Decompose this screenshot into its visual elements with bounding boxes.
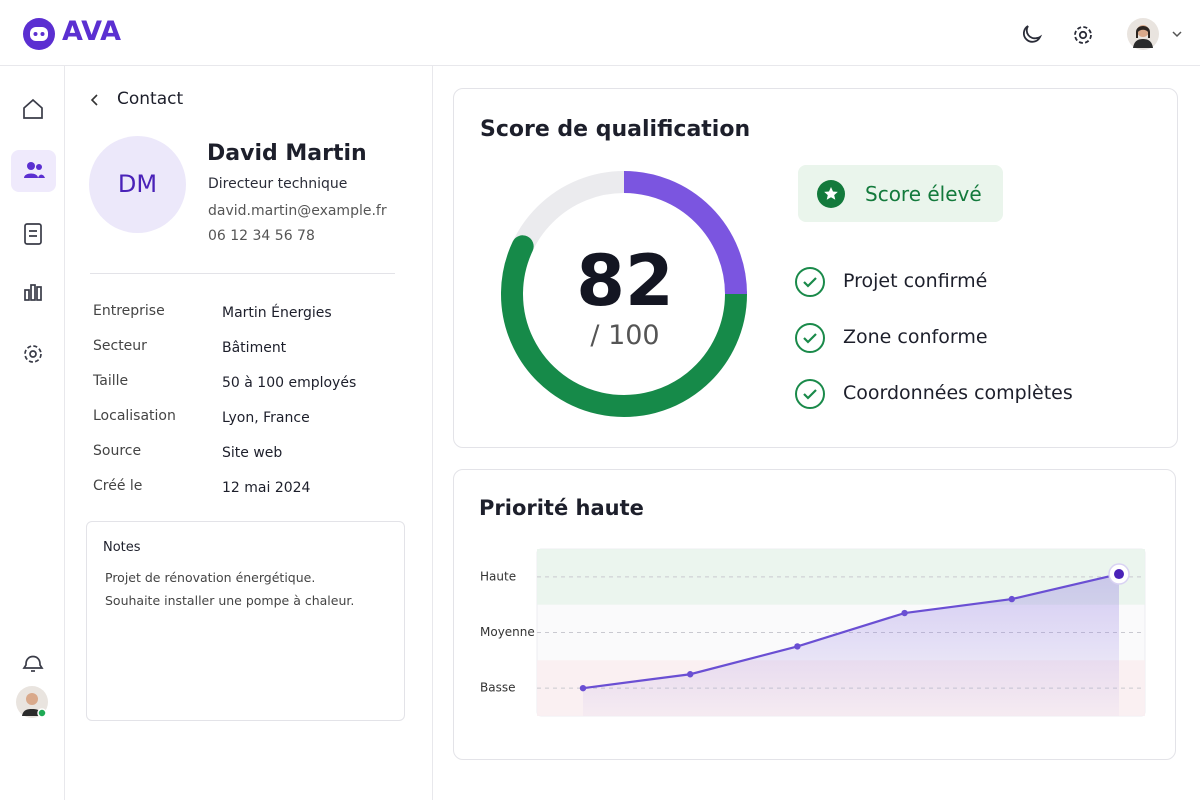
- check-mark: [803, 389, 817, 400]
- check-mark: [803, 333, 817, 344]
- nav-stats[interactable]: [24, 284, 42, 301]
- check-label: Zone conforme: [843, 326, 988, 348]
- field-label: Localisation: [93, 408, 176, 424]
- nav-settings[interactable]: [24, 345, 42, 363]
- brand: AVA: [62, 16, 122, 47]
- sidebar-icons: [11, 98, 56, 718]
- back-label: Contact: [117, 89, 184, 109]
- check-ring: [795, 267, 825, 297]
- check-mark: [803, 277, 817, 288]
- y-tick-label: Moyenne: [480, 625, 535, 639]
- nav-home[interactable]: [23, 98, 43, 119]
- y-tick-label: Haute: [480, 569, 516, 583]
- contact-role: Directeur technique: [208, 176, 348, 192]
- chart: Basse Moyenne Haute: [480, 548, 1146, 717]
- field-label: Entreprise: [93, 303, 165, 319]
- initials: DM: [117, 170, 158, 198]
- point: [901, 609, 908, 617]
- sidebar: [0, 66, 65, 800]
- avatar-circle: [89, 136, 186, 233]
- notes-line: Projet de rénovation énergétique.: [105, 570, 316, 585]
- area: [583, 574, 1119, 716]
- contact-phone: 06 12 34 56 78: [208, 228, 315, 244]
- contact-email: david.martin@example.fr: [208, 203, 387, 219]
- field-value: Bâtiment: [222, 340, 287, 356]
- field-value: Martin Énergies: [222, 305, 332, 321]
- score-value: 82: [576, 240, 674, 322]
- badge-label: Score élevé: [865, 182, 982, 206]
- score-max: / 100: [590, 320, 660, 351]
- check-ring: [795, 323, 825, 353]
- notes-box: [86, 521, 405, 721]
- notes-line: Souhaite installer une pompe à chaleur.: [105, 593, 355, 608]
- back-button[interactable]: [88, 91, 102, 109]
- field-value: 12 mai 2024: [222, 480, 311, 496]
- field-label: Secteur: [93, 338, 147, 354]
- badge-icon: [817, 180, 845, 208]
- check-icon: [795, 379, 825, 409]
- point: [794, 643, 801, 650]
- logo-icon: [23, 18, 55, 50]
- check-ring: [795, 379, 825, 409]
- panel-divider: [432, 66, 433, 800]
- check-icon: [795, 267, 825, 297]
- score-card: [453, 88, 1178, 448]
- check-label: Coordonnées complètes: [843, 382, 1073, 404]
- settings-button[interactable]: [1071, 23, 1095, 47]
- field-label: Taille: [93, 373, 129, 389]
- contact-name: David Martin: [207, 141, 367, 166]
- nav-notifications[interactable]: [22, 655, 44, 672]
- notes-title: Notes: [103, 540, 141, 555]
- gauge: [501, 171, 747, 417]
- point: [1008, 595, 1015, 603]
- field-label: Créé le: [93, 478, 143, 494]
- field-label: Source: [93, 443, 142, 459]
- gauge-arc-accent: [623, 171, 747, 295]
- score-title: Score de qualification: [480, 117, 751, 142]
- y-tick-label: Basse: [480, 681, 515, 695]
- nav-tasks[interactable]: [24, 223, 42, 245]
- point: [687, 671, 694, 678]
- line: [582, 572, 1120, 690]
- check-icon: [795, 323, 825, 353]
- header: [0, 0, 1200, 66]
- chart-title: Priorité haute: [479, 496, 644, 520]
- field-value: 50 à 100 employés: [222, 375, 357, 391]
- check-label: Projet confirmé: [843, 270, 988, 292]
- field-value: Site web: [222, 445, 283, 461]
- point: [1114, 569, 1124, 580]
- user-menu[interactable]: [1127, 18, 1187, 52]
- divider: [90, 273, 395, 274]
- dark-mode-button[interactable]: [1020, 22, 1044, 46]
- chart-card: [453, 469, 1176, 760]
- point: [579, 684, 587, 692]
- field-value: Lyon, France: [222, 410, 310, 426]
- nav-contacts[interactable]: [11, 150, 56, 192]
- sidebar-avatar[interactable]: [16, 686, 48, 718]
- gauge-arc-high: [501, 235, 747, 417]
